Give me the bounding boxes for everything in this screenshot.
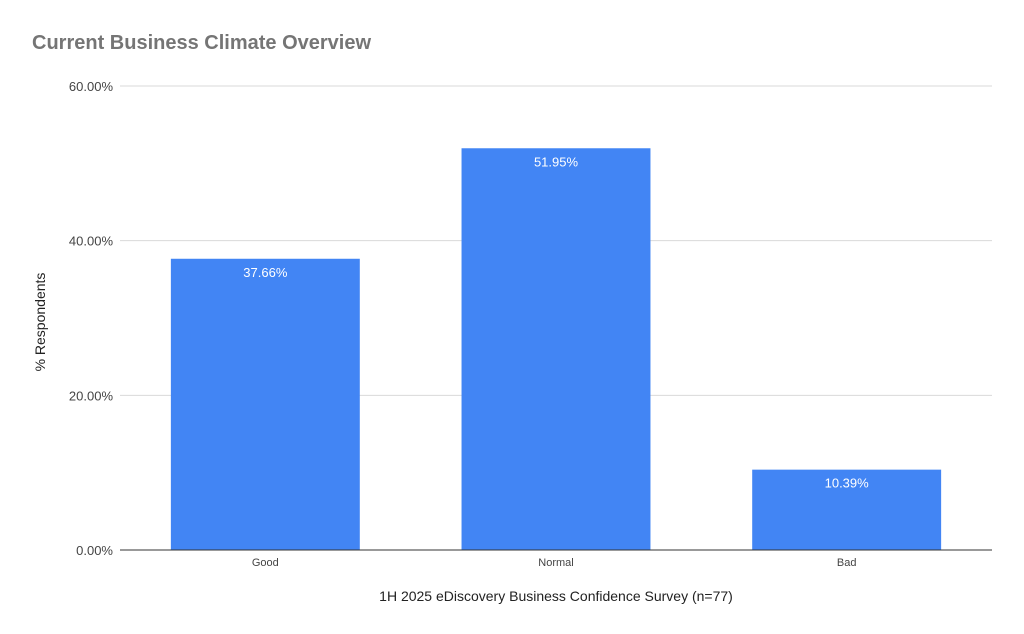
bar xyxy=(461,148,651,550)
data-label: 37.66% xyxy=(243,265,288,280)
y-tick-label: 20.00% xyxy=(69,388,114,403)
y-tick-label: 60.00% xyxy=(69,79,114,94)
bar xyxy=(752,469,942,550)
x-tick-label: Bad xyxy=(837,557,857,569)
data-label: 10.39% xyxy=(825,476,870,491)
x-axis-title: 1H 2025 eDiscovery Business Confidence S… xyxy=(379,588,733,604)
bar xyxy=(170,258,360,550)
x-tick-label: Good xyxy=(252,557,279,569)
y-tick-label: 0.00% xyxy=(76,543,113,558)
data-label: 51.95% xyxy=(534,154,579,169)
chart-title: Current Business Climate Overview xyxy=(32,32,372,54)
y-tick-label: 40.00% xyxy=(69,234,114,249)
y-axis-title: % Respondents xyxy=(32,273,48,372)
x-tick-label: Normal xyxy=(538,557,573,569)
